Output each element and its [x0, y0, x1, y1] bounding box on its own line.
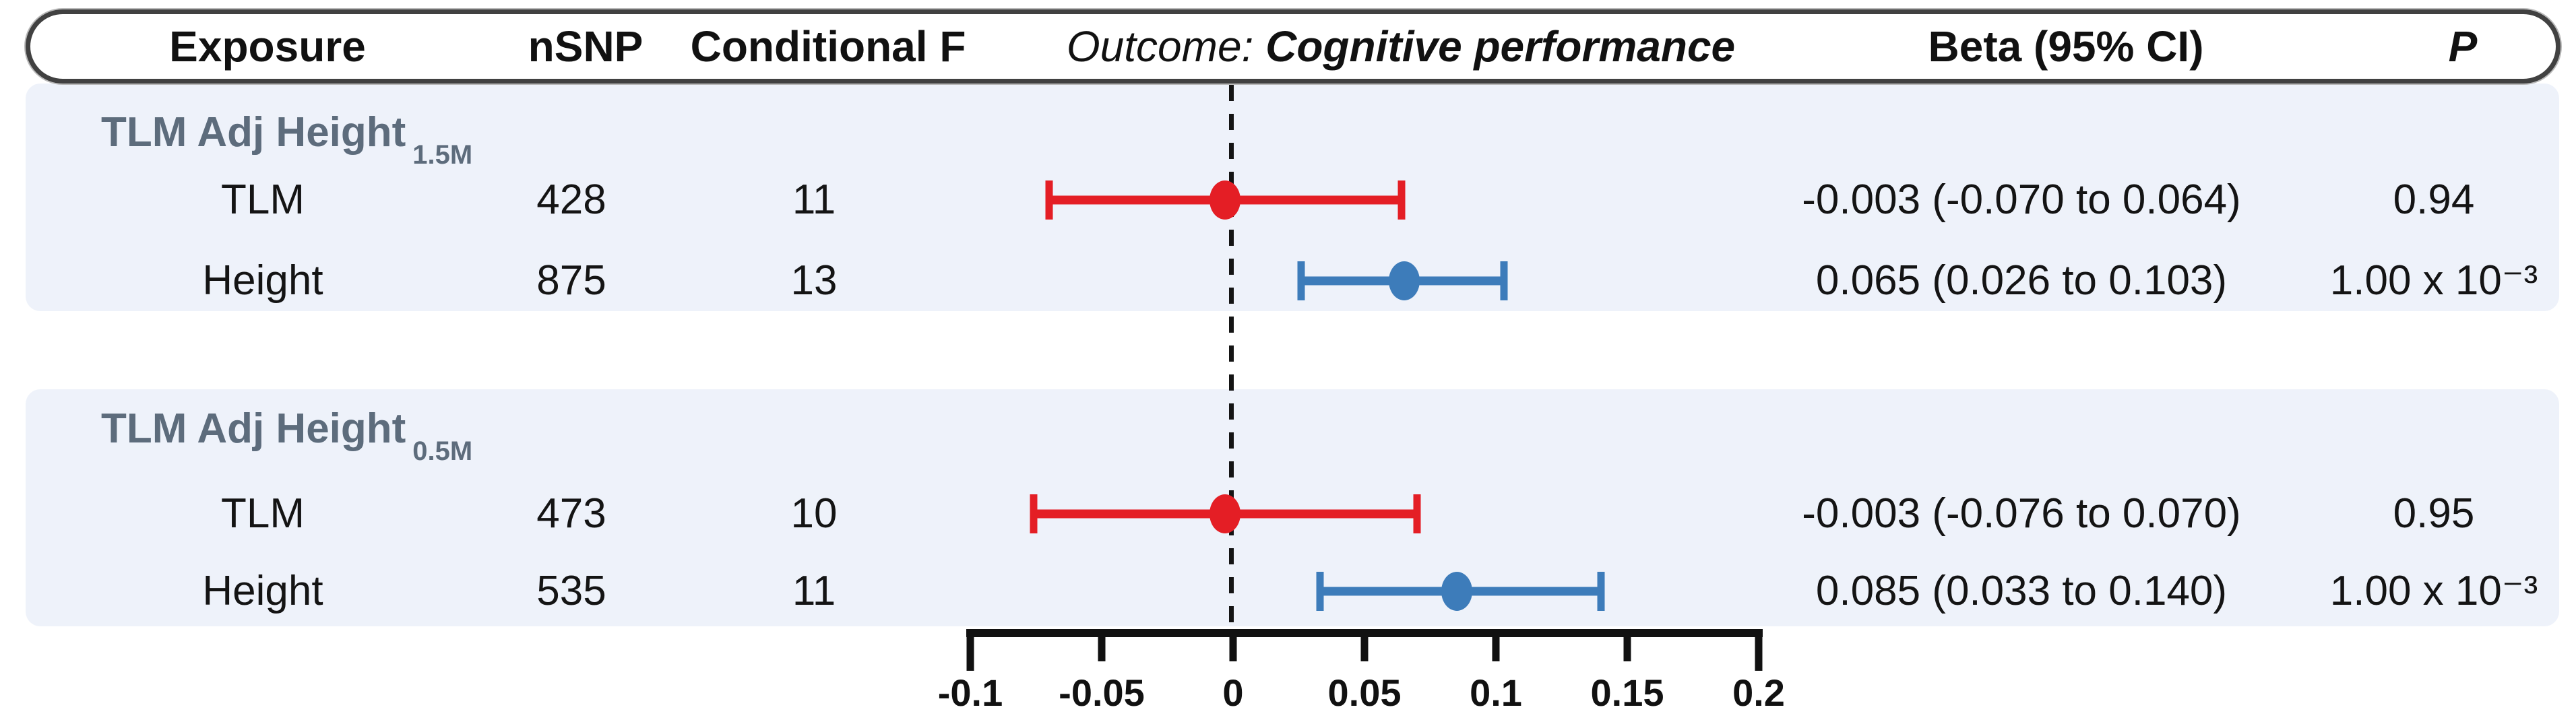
row-exposure: TLM — [221, 490, 305, 537]
ci-cap — [1030, 494, 1038, 533]
group-title-1: TLM Adj Height 1.5M — [101, 102, 472, 170]
x-axis-tick-label: 0.05 — [1327, 671, 1402, 714]
point-estimate-dot — [1388, 261, 1420, 300]
row-beta-ci: 0.085 (0.033 to 0.140) — [1815, 568, 2228, 614]
header-p: P — [2448, 22, 2478, 71]
x-axis-tick — [1623, 629, 1631, 661]
x-axis-tick-label: -0.1 — [937, 671, 1003, 714]
row-conditional-f: 10 — [790, 490, 838, 537]
ci-cap — [1500, 261, 1508, 300]
group-title-1-subscript: 1.5M — [412, 140, 473, 170]
row-conditional-f: 11 — [792, 568, 836, 614]
table-row: Height 875 13 0.065 (0.026 to 0.103) 1.0… — [0, 253, 2576, 309]
group-panel-2 — [26, 389, 2559, 626]
ci-cap — [1316, 572, 1324, 611]
ci-cap — [1045, 180, 1053, 220]
table-header: Exposure nSNP Conditional F Outcome: Cog… — [26, 9, 2561, 84]
x-axis-tick — [1098, 629, 1106, 661]
ci-cap — [1597, 572, 1605, 611]
row-beta-ci: -0.003 (-0.070 to 0.064) — [1802, 176, 2241, 223]
header-conditional-f: Conditional F — [690, 22, 966, 71]
group-title-2: TLM Adj Height 0.5M — [101, 399, 472, 466]
x-axis-tick-label: 0.1 — [1470, 671, 1522, 714]
header-outcome-prefix: Outcome: — [1066, 22, 1254, 71]
header-outcome: Outcome: Cognitive performance — [1067, 14, 1735, 79]
ci-cap — [1397, 180, 1406, 220]
table-row: TLM 428 11 -0.003 (-0.070 to 0.064) 0.94 — [0, 172, 2576, 228]
row-nsnp: 473 — [536, 490, 606, 537]
x-axis-tick — [1360, 629, 1369, 661]
group-title-2-subscript: 0.5M — [412, 436, 473, 466]
row-beta-ci: -0.003 (-0.076 to 0.070) — [1802, 490, 2241, 537]
row-nsnp: 535 — [536, 568, 606, 614]
row-conditional-f: 13 — [790, 257, 838, 304]
row-exposure: Height — [202, 568, 323, 614]
x-axis-tick — [1492, 629, 1500, 661]
header-exposure: Exposure — [169, 22, 366, 71]
header-beta-ci: Beta (95% CI) — [1928, 22, 2204, 71]
table-row: Height 535 11 0.085 (0.033 to 0.140) 1.0… — [0, 563, 2576, 620]
row-p-value: 0.94 — [2393, 176, 2475, 223]
row-exposure: TLM — [221, 176, 305, 223]
ci-cap — [1413, 494, 1421, 533]
x-axis-tick — [1755, 629, 1763, 671]
row-p-value: 1.00 x 10⁻³ — [2329, 568, 2538, 614]
table-row: TLM 473 10 -0.003 (-0.076 to 0.070) 0.95 — [0, 486, 2576, 542]
point-estimate-dot — [1210, 494, 1241, 533]
row-exposure: Height — [202, 257, 323, 304]
row-conditional-f: 11 — [792, 176, 836, 223]
x-axis-tick-label: 0.15 — [1590, 671, 1664, 714]
row-nsnp: 428 — [536, 176, 606, 223]
row-beta-ci: 0.065 (0.026 to 0.103) — [1815, 257, 2228, 304]
row-p-value: 1.00 x 10⁻³ — [2329, 257, 2538, 304]
group-title-2-text: TLM Adj Height — [101, 405, 406, 452]
header-nsnp: nSNP — [528, 22, 643, 71]
x-axis-tick — [1229, 629, 1237, 661]
x-axis-tick-label: -0.05 — [1059, 671, 1145, 714]
zero-reference-line — [1229, 85, 1234, 632]
x-axis-tick-label: 0 — [1222, 671, 1244, 714]
point-estimate-dot — [1210, 180, 1241, 220]
row-p-value: 0.95 — [2393, 490, 2475, 537]
x-axis-tick-label: 0.2 — [1732, 671, 1785, 714]
row-nsnp: 875 — [536, 257, 606, 304]
x-axis-tick — [966, 629, 974, 671]
group-title-1-text: TLM Adj Height — [101, 109, 406, 156]
ci-cap — [1297, 261, 1305, 300]
point-estimate-dot — [1441, 572, 1472, 611]
header-outcome-name: Cognitive performance — [1265, 22, 1736, 71]
